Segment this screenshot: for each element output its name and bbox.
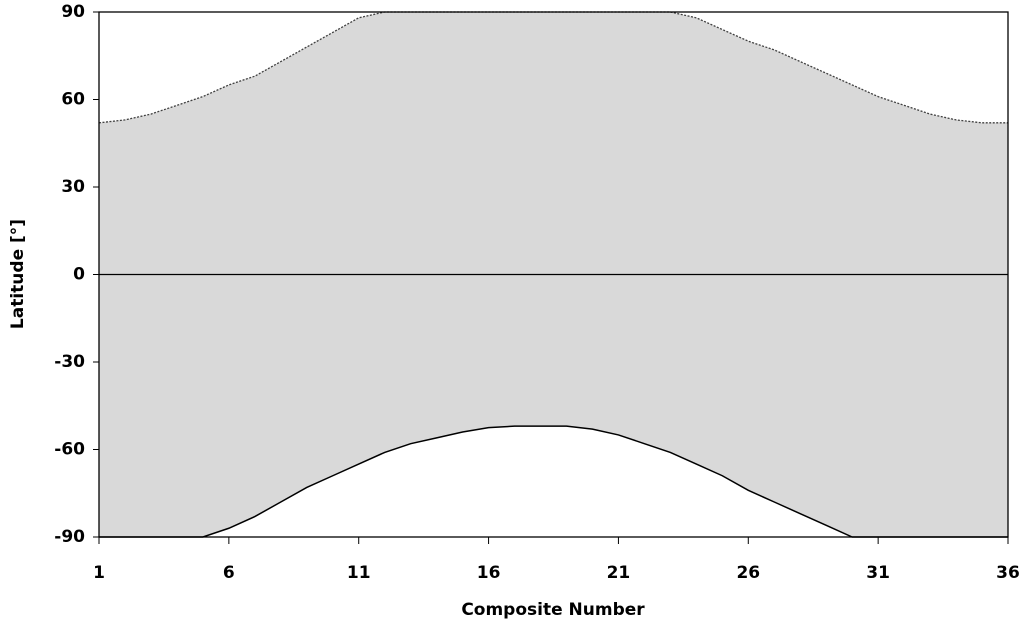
x-tick-label: 16 [477, 563, 501, 583]
plot-border [98, 11, 1009, 538]
y-tick-label: 60 [61, 90, 85, 110]
x-tick-label: 31 [866, 563, 890, 583]
y-tick-label: -30 [54, 352, 85, 372]
y-axis-title: Latitude [°] [8, 219, 28, 329]
y-tick-label: -60 [54, 440, 85, 460]
y-tick-label: 30 [61, 177, 85, 197]
x-tick-label: 11 [347, 563, 371, 583]
x-tick-label: 6 [223, 563, 235, 583]
y-tick-label: 0 [73, 265, 85, 285]
x-tick-label: 1 [93, 563, 105, 583]
x-tick-label: 26 [736, 563, 760, 583]
x-tick-label: 21 [607, 563, 631, 583]
y-tick-label: -90 [54, 527, 85, 547]
y-tick-label: 90 [61, 2, 85, 22]
x-axis-title: Composite Number [461, 600, 645, 620]
x-tick-label: 36 [996, 563, 1020, 583]
upper-line [98, 11, 1008, 124]
